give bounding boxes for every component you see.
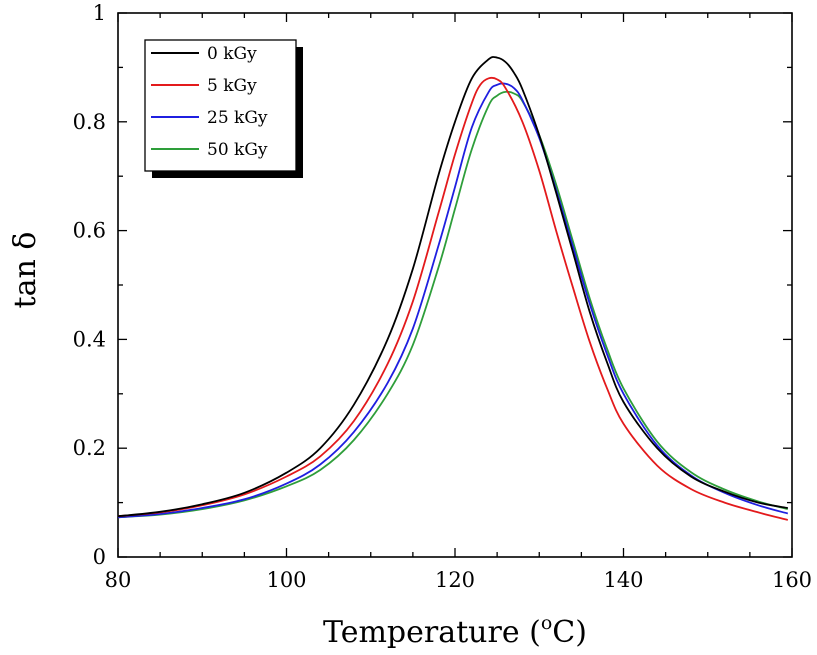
y-tick-label: 0.2 (73, 436, 106, 460)
x-tick-label: 140 (603, 568, 643, 592)
x-tick-label: 160 (772, 568, 812, 592)
x-axis-title-tail: C) (552, 615, 587, 650)
x-tick-label: 120 (435, 568, 475, 592)
x-tick-label: 100 (266, 568, 306, 592)
y-tick-label: 1 (93, 1, 106, 25)
y-tick-label: 0.8 (73, 110, 106, 134)
y-tick-label: 0 (93, 545, 106, 569)
x-tick-label: 80 (105, 568, 132, 592)
x-axis-title: Temperature (oC) (323, 612, 587, 650)
series-layer (117, 56, 789, 521)
series-line-0 (117, 56, 788, 518)
axes: 80 100 120 140 160 0 0.2 0.4 0.6 0.8 1 (73, 1, 812, 592)
legend: 0 kGy 5 kGy 25 kGy 50 kGy (144, 39, 303, 178)
x-axis-title-sup: o (541, 612, 552, 634)
legend-label: 5 kGy (207, 76, 257, 96)
legend-label: 0 kGy (207, 44, 257, 64)
series-line-1 (117, 76, 789, 521)
legend-label: 50 kGy (207, 140, 268, 160)
y-tick-label: 0.6 (73, 219, 106, 243)
y-tick-label: 0.4 (73, 327, 106, 351)
legend-label: 25 kGy (207, 108, 268, 128)
series-line-2 (117, 82, 789, 519)
x-axis-title-main: Temperature ( (323, 615, 541, 650)
y-axis-title: tan δ (8, 232, 43, 309)
series-line-3 (117, 90, 789, 519)
